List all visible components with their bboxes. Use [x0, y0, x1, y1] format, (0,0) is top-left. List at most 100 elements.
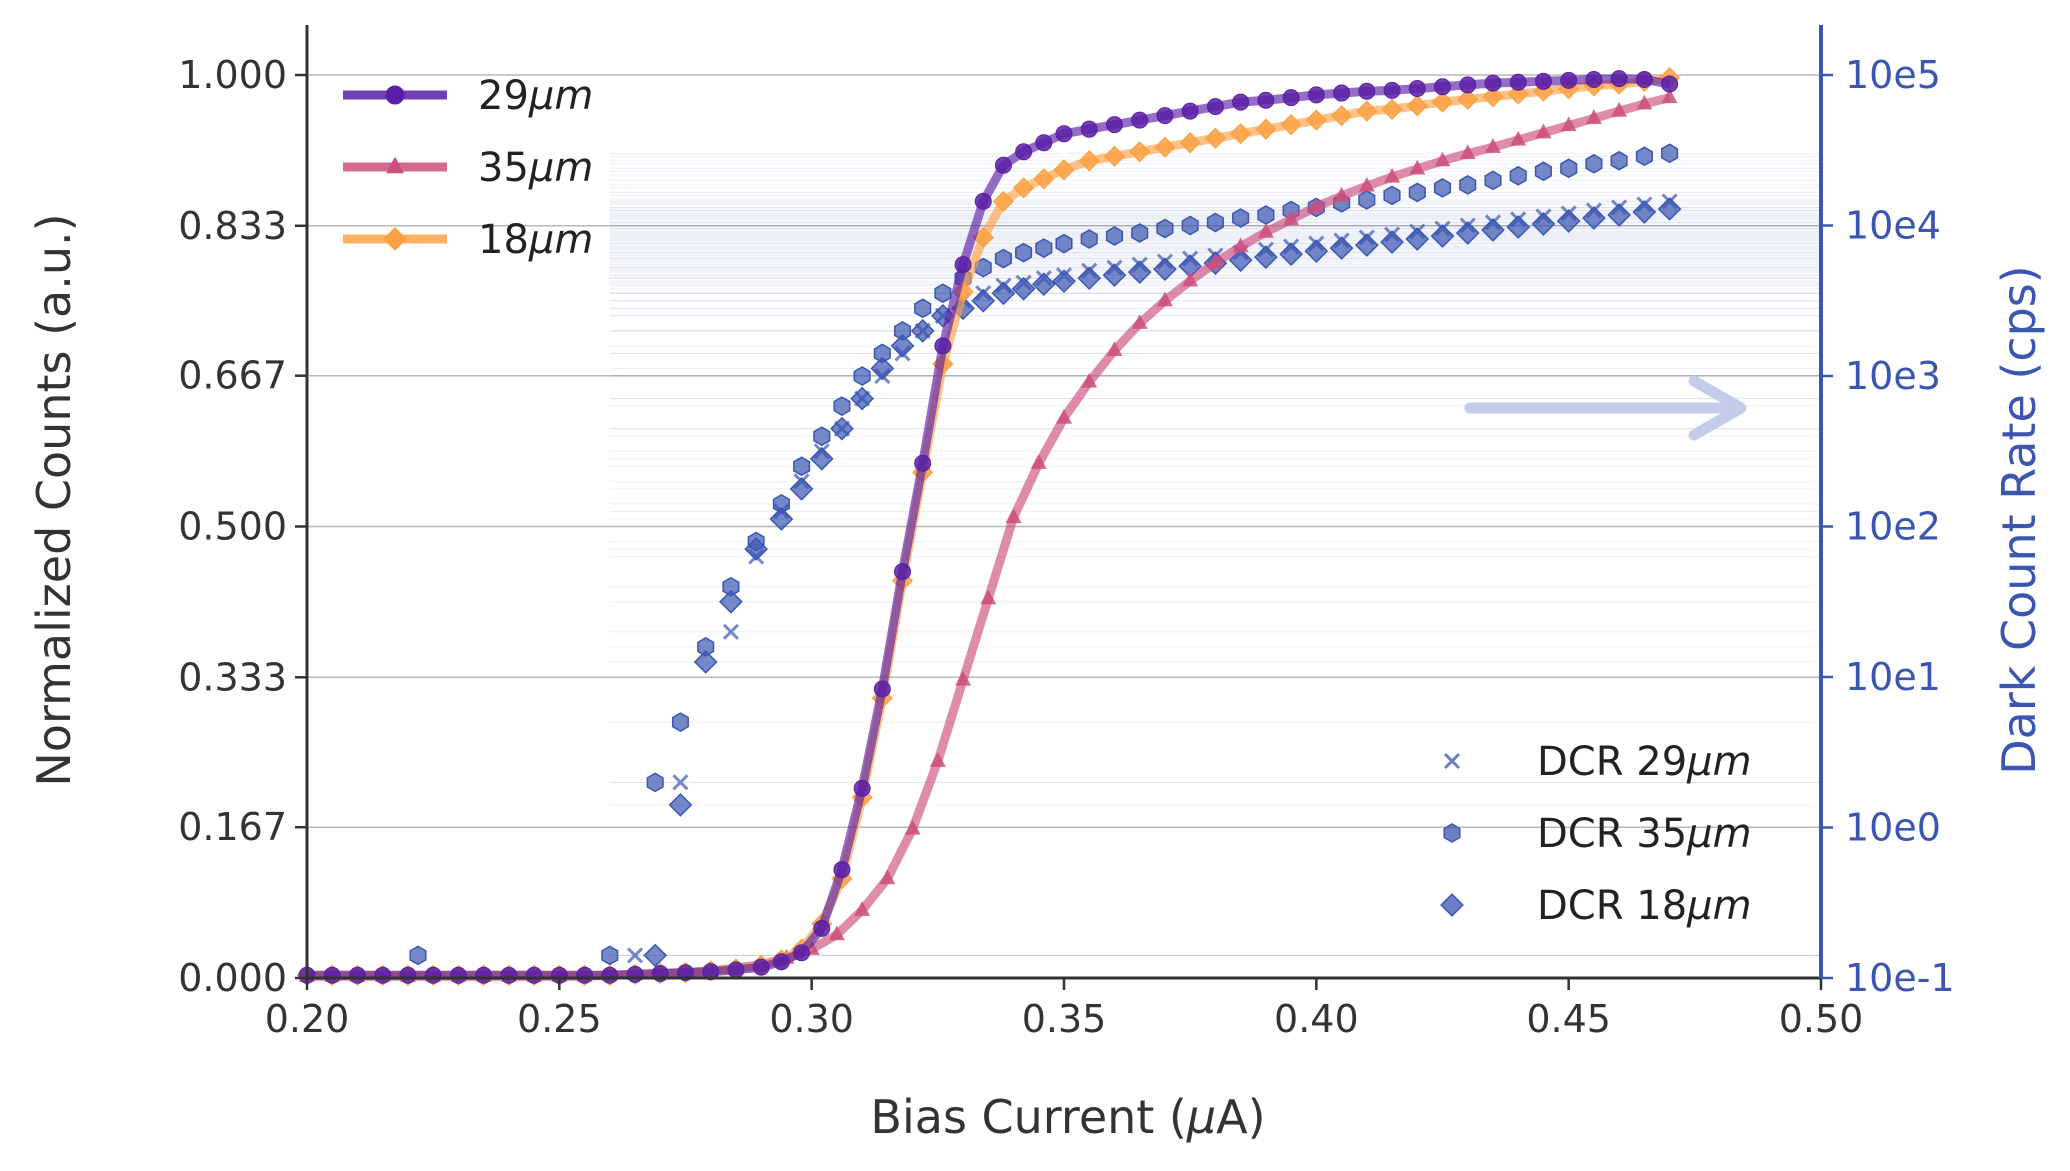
dcr-point	[1610, 150, 1628, 171]
legend-label: DCR 29μm	[1537, 739, 1752, 785]
dcr-point	[1358, 190, 1376, 210]
counts-point	[576, 966, 594, 984]
counts-point	[601, 966, 619, 984]
dcr-point	[991, 281, 1016, 306]
dcr-point	[1206, 212, 1224, 233]
counts-point	[626, 965, 644, 983]
dcr-point	[833, 396, 851, 416]
counts-point	[1257, 222, 1274, 238]
dcr-point	[1031, 272, 1056, 297]
counts-point	[1207, 253, 1224, 269]
y-tick-label: 0.833	[178, 204, 287, 248]
counts-point	[992, 190, 1015, 213]
counts-point	[1154, 136, 1176, 158]
dcr-point	[934, 283, 952, 304]
dcr-point	[1481, 218, 1505, 242]
y-tick-label: 0.167	[178, 805, 287, 849]
counts-point	[1535, 123, 1552, 139]
counts-point	[1431, 91, 1454, 113]
counts-point	[1384, 167, 1401, 183]
counts-point	[323, 966, 341, 984]
counts-point	[854, 901, 871, 916]
counts-point	[1585, 71, 1603, 89]
dcr-point	[1635, 146, 1653, 167]
dcr-point	[1459, 175, 1477, 195]
counts-point	[1459, 76, 1477, 94]
y-axis-title: Normalized Counts (a.u.)	[27, 213, 81, 786]
dcr-point	[722, 623, 739, 640]
y-tick-label: 0.000	[178, 956, 287, 1000]
counts-point	[1012, 177, 1035, 199]
legend-counts: 29μm 35μm 18μm	[343, 73, 593, 263]
counts-point	[1131, 111, 1149, 129]
counts-point	[1358, 82, 1376, 100]
counts-point	[1434, 151, 1451, 167]
counts-point	[1033, 168, 1055, 190]
dcr-point	[769, 507, 794, 531]
counts-point	[1030, 454, 1047, 469]
legend-marker	[386, 156, 404, 174]
dcr-point	[850, 386, 874, 411]
counts-point	[1661, 75, 1679, 93]
counts-point	[1356, 100, 1378, 122]
counts-point	[879, 869, 896, 885]
counts-point	[1005, 508, 1022, 524]
legend-label: DCR 18μm	[1537, 883, 1752, 929]
counts-point	[994, 156, 1012, 174]
dcr-point	[910, 318, 935, 343]
counts-point	[1181, 102, 1199, 120]
counts-point	[1078, 150, 1100, 172]
dcr-point	[744, 537, 769, 561]
dcr-point	[809, 446, 834, 471]
counts-point	[1534, 72, 1552, 90]
y2-tick-label: 10e0	[1845, 806, 1941, 850]
counts-point	[1257, 91, 1275, 109]
dcr-point	[1011, 276, 1036, 301]
dcr-point	[1127, 260, 1152, 285]
counts-point	[1457, 88, 1479, 111]
dcr-point	[1433, 178, 1452, 198]
counts-point	[1434, 78, 1451, 96]
dcr-point	[813, 426, 831, 447]
counts-point	[833, 861, 851, 879]
counts-point	[934, 337, 952, 355]
x-axis-title: Bias Current (μA)	[870, 1090, 1265, 1144]
counts-point	[752, 958, 770, 976]
counts-point	[1255, 118, 1277, 140]
counts-point	[1053, 159, 1075, 181]
dcr-point	[1153, 257, 1177, 282]
counts-point	[1510, 130, 1527, 146]
dcr-point	[1560, 158, 1578, 179]
y-tick-label: 0.333	[178, 655, 287, 699]
dcr-point	[672, 774, 689, 791]
counts-point	[1105, 116, 1123, 134]
dcr-point	[914, 298, 932, 319]
counts-point	[1381, 98, 1403, 120]
y2-tick-label: 10e-1	[1845, 956, 1955, 1000]
dcr-point	[1254, 245, 1278, 269]
legend-item: DCR 35μm	[1443, 811, 1752, 857]
counts-point	[1484, 74, 1502, 92]
counts-point	[980, 589, 997, 605]
y2-axis-title: Dark Count Rate (cps)	[1992, 265, 2046, 774]
counts-point	[1280, 114, 1302, 136]
counts-point	[914, 454, 932, 472]
dcr-point	[1015, 242, 1033, 263]
counts-point	[904, 819, 921, 835]
dcr-point	[1304, 239, 1329, 263]
x-tick-label: 0.45	[1526, 997, 1611, 1041]
dcr-point	[1430, 224, 1455, 248]
counts-point	[974, 192, 992, 210]
dcr-point	[1661, 143, 1679, 164]
dcr-point	[1534, 161, 1552, 182]
dcr-point	[646, 772, 664, 793]
x-tick-label: 0.25	[517, 997, 602, 1041]
counts-point	[1156, 291, 1173, 307]
legend-label: 29μm	[478, 73, 593, 119]
legend-label: DCR 35μm	[1537, 811, 1752, 857]
counts-point	[813, 919, 831, 937]
counts-point	[1333, 186, 1350, 202]
y2-tick-label: 10e2	[1845, 505, 1941, 549]
counts-point	[1081, 372, 1098, 388]
counts-point	[1206, 98, 1224, 116]
